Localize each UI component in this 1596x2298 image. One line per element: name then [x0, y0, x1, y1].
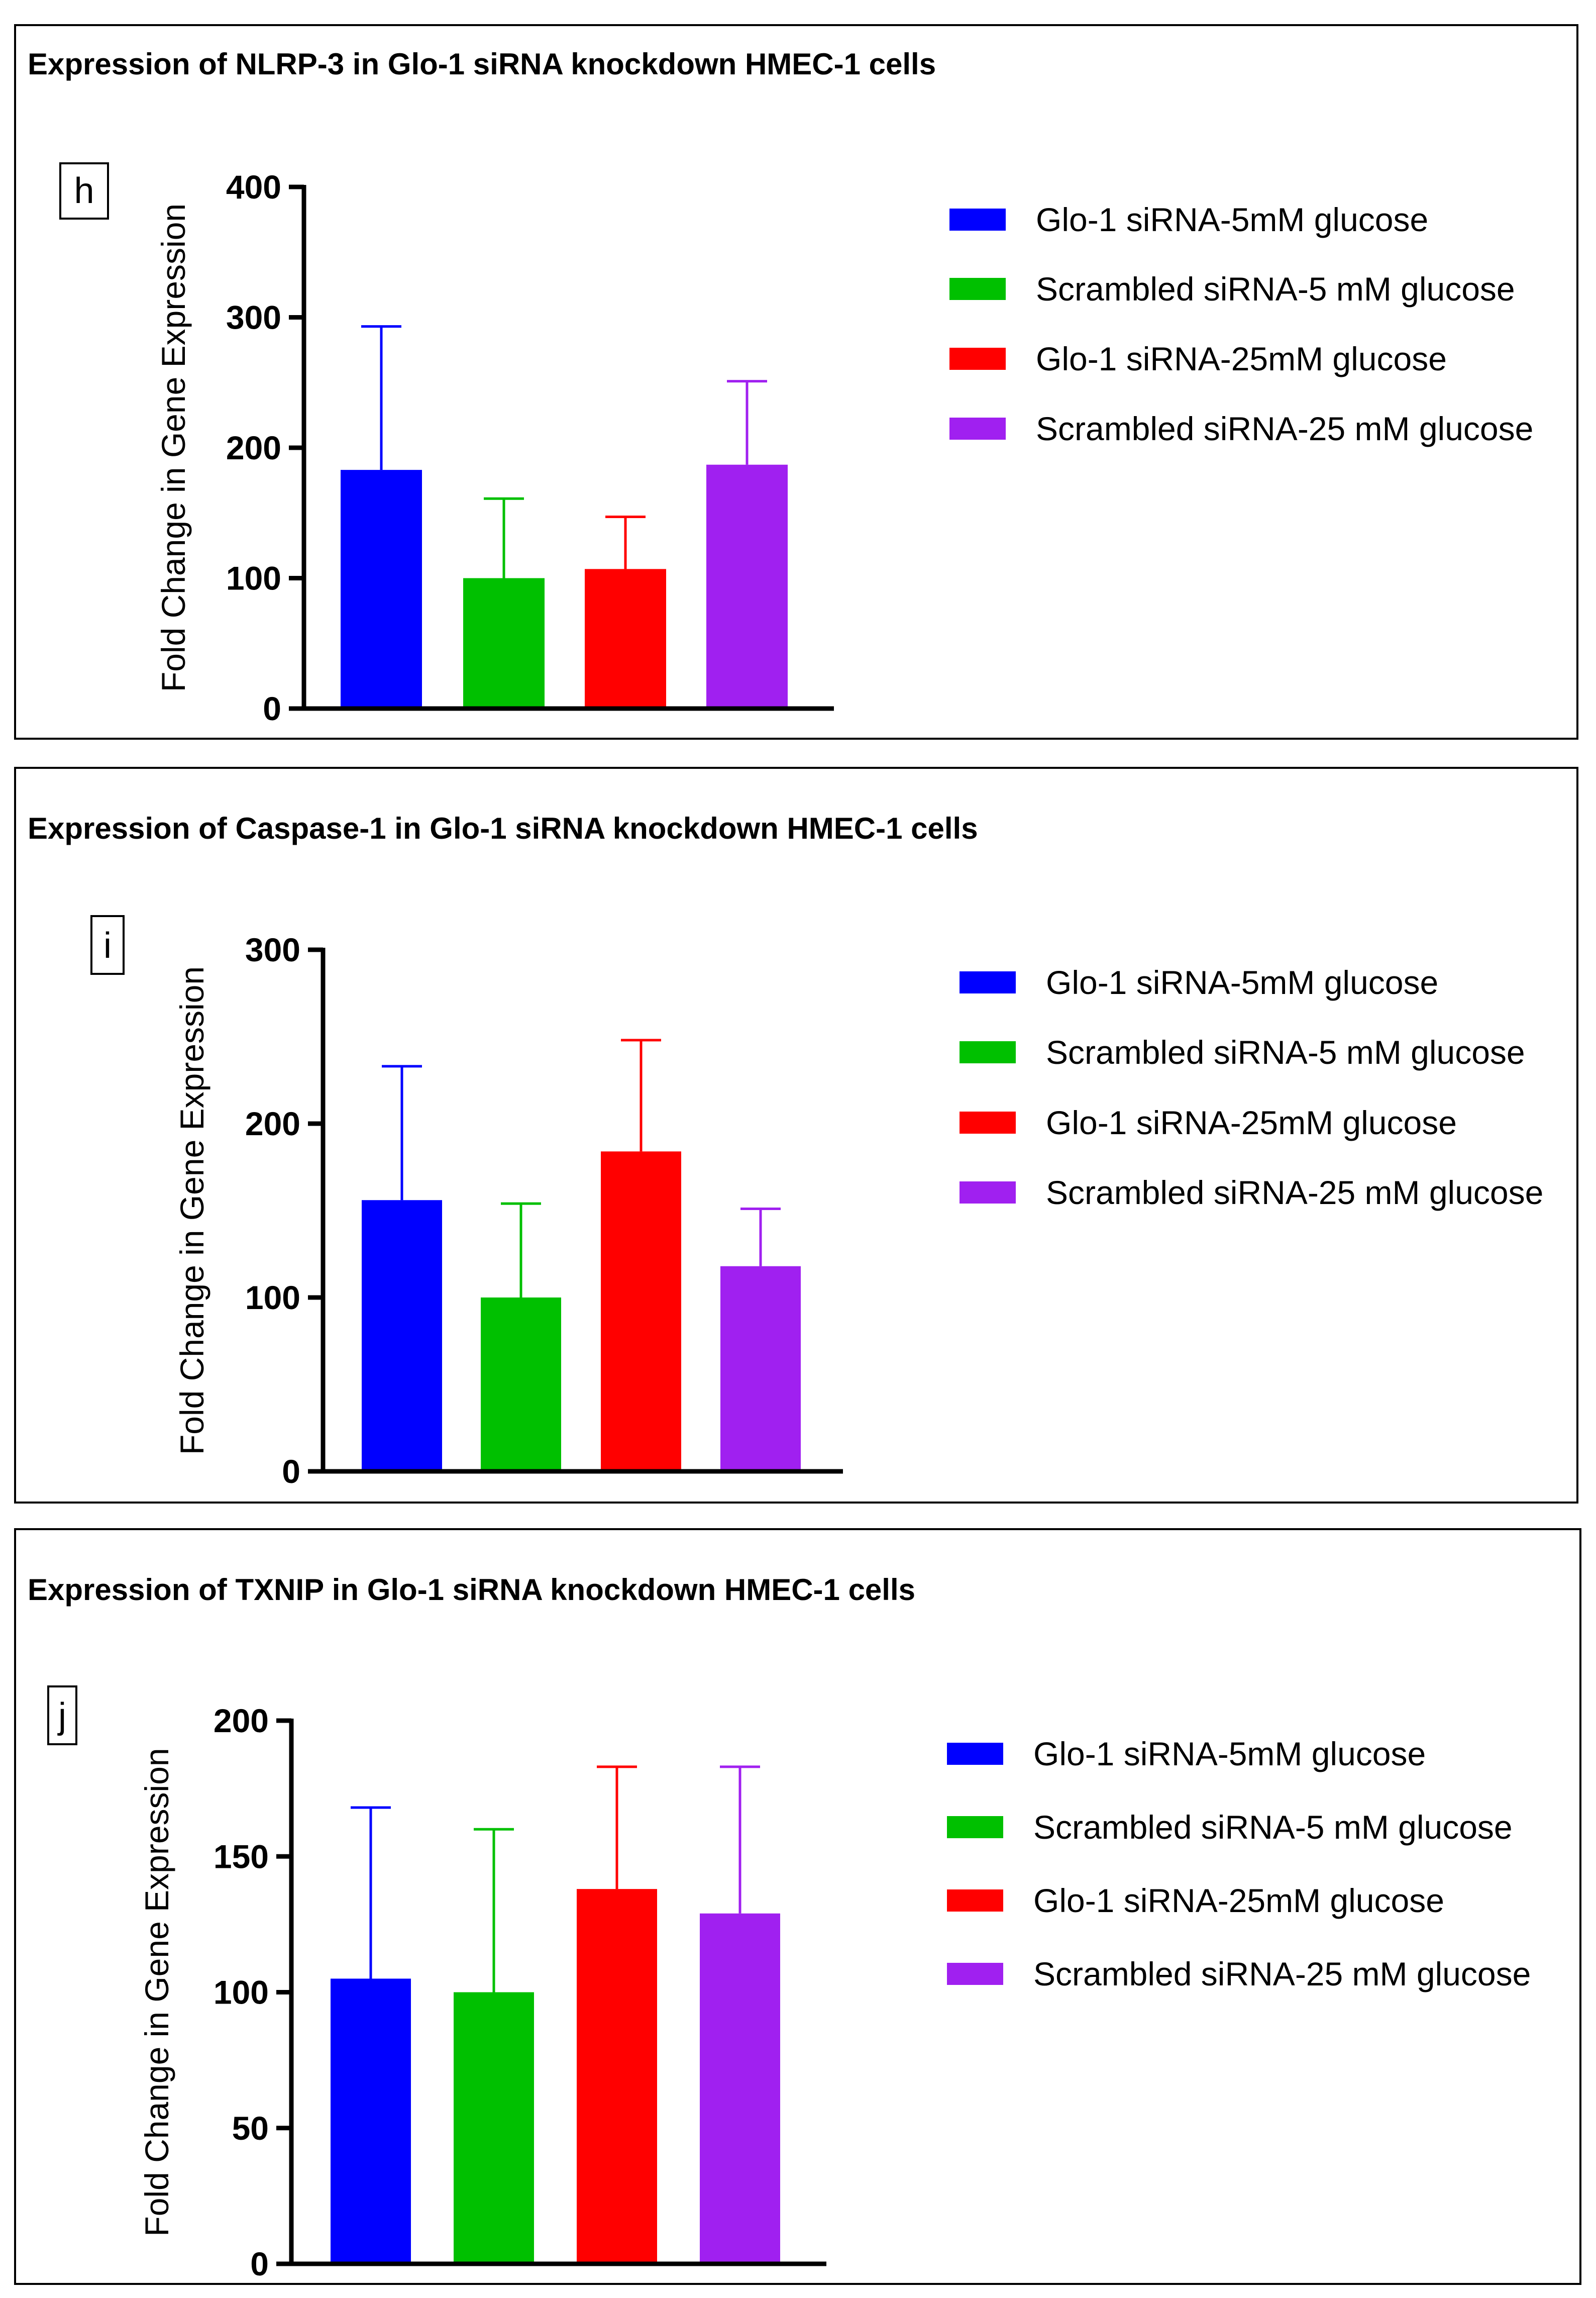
bar: [463, 578, 545, 709]
bar: [700, 1913, 780, 2264]
legend-swatch: [960, 1181, 1016, 1204]
legend-label: Glo-1 siRNA-25mM glucose: [1046, 1104, 1457, 1141]
legend-swatch: [960, 1041, 1016, 1063]
legend-swatch: [949, 418, 1006, 440]
bar: [601, 1151, 681, 1471]
bar: [706, 464, 788, 709]
bar: [585, 569, 666, 709]
legend-swatch: [947, 1743, 1003, 1765]
chart-title: Expression of Caspase-1 in Glo-1 siRNA k…: [28, 812, 978, 845]
bar: [331, 1978, 411, 2264]
y-tick-label: 50: [232, 2110, 269, 2147]
chart-title: Expression of TXNIP in Glo-1 siRNA knock…: [28, 1573, 915, 1607]
legend-label: Glo-1 siRNA-25mM glucose: [1036, 340, 1447, 377]
legend-label: Scrambled siRNA-25 mM glucose: [1036, 410, 1533, 447]
panel-frame: [14, 767, 1578, 1504]
chart-panel-j: Expression of TXNIP in Glo-1 siRNA knock…: [14, 1528, 1581, 2285]
y-tick-label: 100: [226, 560, 281, 597]
legend-swatch: [949, 348, 1006, 370]
y-tick-label: 200: [214, 1702, 269, 1739]
bar: [720, 1266, 801, 1471]
panel-frame: [14, 1528, 1581, 2285]
y-tick-label: 150: [214, 1838, 269, 1875]
panel-letter: h: [74, 171, 94, 211]
y-axis-label: Fold Change in Gene Expression: [155, 204, 192, 692]
legend-label: Glo-1 siRNA-25mM glucose: [1033, 1882, 1444, 1919]
y-axis-label: Fold Change in Gene Expression: [138, 1748, 175, 2236]
bar: [362, 1200, 442, 1471]
legend-label: Glo-1 siRNA-5mM glucose: [1036, 201, 1428, 238]
chart-panel-h: Expression of NLRP-3 in Glo-1 siRNA knoc…: [14, 24, 1578, 740]
legend-label: Glo-1 siRNA-5mM glucose: [1046, 964, 1438, 1001]
bar: [481, 1297, 561, 1471]
y-tick-label: 300: [245, 931, 300, 968]
panel-letter-box: [47, 1685, 77, 1745]
bar: [341, 470, 422, 709]
y-tick-label: 200: [245, 1105, 300, 1142]
y-tick-label: 300: [226, 299, 281, 336]
legend-swatch: [960, 1112, 1016, 1134]
y-axis-label: Fold Change in Gene Expression: [173, 966, 210, 1455]
legend-label: Scrambled siRNA-25 mM glucose: [1033, 1955, 1531, 1992]
y-tick-label: 200: [226, 429, 281, 466]
panel-frame: [14, 24, 1578, 740]
legend-label: Scrambled siRNA-5 mM glucose: [1036, 270, 1515, 308]
chart-panel-i: Expression of Caspase-1 in Glo-1 siRNA k…: [14, 767, 1578, 1504]
y-tick-label: 100: [245, 1279, 300, 1316]
legend-label: Scrambled siRNA-5 mM glucose: [1046, 1034, 1525, 1071]
legend-swatch: [947, 1816, 1003, 1838]
bar: [577, 1889, 657, 2264]
legend-swatch: [960, 971, 1016, 993]
legend-label: Scrambled siRNA-5 mM glucose: [1033, 1809, 1513, 1846]
chart-title: Expression of NLRP-3 in Glo-1 siRNA knoc…: [28, 47, 936, 81]
y-tick-label: 0: [282, 1453, 300, 1490]
panel-letter: i: [103, 926, 112, 966]
panel-letter-box: [90, 915, 125, 975]
y-tick-label: 0: [250, 2245, 269, 2282]
panel-letter-box: [59, 162, 109, 220]
legend-label: Scrambled siRNA-25 mM glucose: [1046, 1174, 1543, 1211]
bar: [454, 1992, 534, 2264]
y-tick-label: 0: [263, 690, 281, 727]
legend-swatch: [949, 209, 1006, 231]
panel-letter: j: [57, 1696, 66, 1736]
y-tick-label: 400: [226, 168, 281, 206]
legend-swatch: [949, 278, 1006, 300]
legend-label: Glo-1 siRNA-5mM glucose: [1033, 1735, 1426, 1772]
legend-swatch: [947, 1963, 1003, 1985]
legend-swatch: [947, 1889, 1003, 1912]
y-tick-label: 100: [214, 1974, 269, 2011]
